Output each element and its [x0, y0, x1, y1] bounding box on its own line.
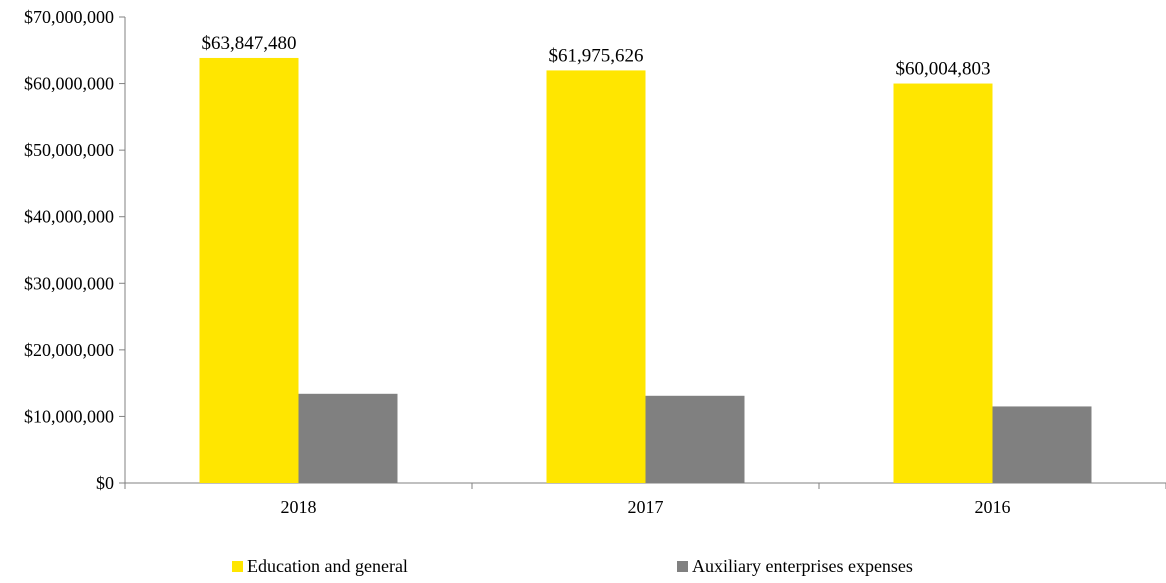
data-labels: $63,847,480 $61,975,626 $60,004,803 — [202, 33, 991, 80]
x-axis: 2018 2017 2016 — [124, 482, 1166, 517]
y-tick-label: $50,000,000 — [24, 140, 114, 160]
legend-item-series-1: Auxiliary enterprises expenses — [677, 556, 913, 577]
x-tick-label: 2017 — [628, 497, 664, 517]
legend-item-series-0: Education and general — [232, 556, 408, 577]
y-tick-label: $20,000,000 — [24, 340, 114, 360]
data-label: $60,004,803 — [896, 59, 991, 80]
legend-swatch-series-0 — [232, 561, 243, 572]
legend: Education and general Auxiliary enterpri… — [0, 556, 1166, 576]
bar-series-1 — [645, 395, 745, 483]
y-tick-label: $70,000,000 — [24, 7, 114, 27]
y-tick-label: $0 — [96, 473, 114, 493]
legend-label-series-1: Auxiliary enterprises expenses — [692, 556, 913, 576]
y-tick-label: $40,000,000 — [24, 207, 114, 227]
data-label: $63,847,480 — [202, 33, 297, 54]
bar-series-0 — [893, 83, 993, 483]
y-tick-label: $30,000,000 — [24, 273, 114, 293]
bar-series-1 — [992, 406, 1092, 483]
legend-label-series-0: Education and general — [247, 556, 408, 576]
bar-series-0 — [546, 70, 646, 483]
y-axis: $0 $10,000,000 $20,000,000 $30,000,000 $40,0… — [24, 7, 126, 493]
bar-series-1 — [298, 393, 398, 483]
y-tick-label: $10,000,000 — [24, 406, 114, 426]
legend-swatch-series-1 — [677, 561, 688, 572]
y-tick-label: $60,000,000 — [24, 74, 114, 94]
bars — [199, 57, 1092, 484]
data-label: $61,975,626 — [549, 45, 644, 66]
x-tick-label: 2018 — [281, 497, 317, 517]
bar-series-0 — [199, 57, 299, 484]
x-tick-label: 2016 — [975, 497, 1011, 517]
